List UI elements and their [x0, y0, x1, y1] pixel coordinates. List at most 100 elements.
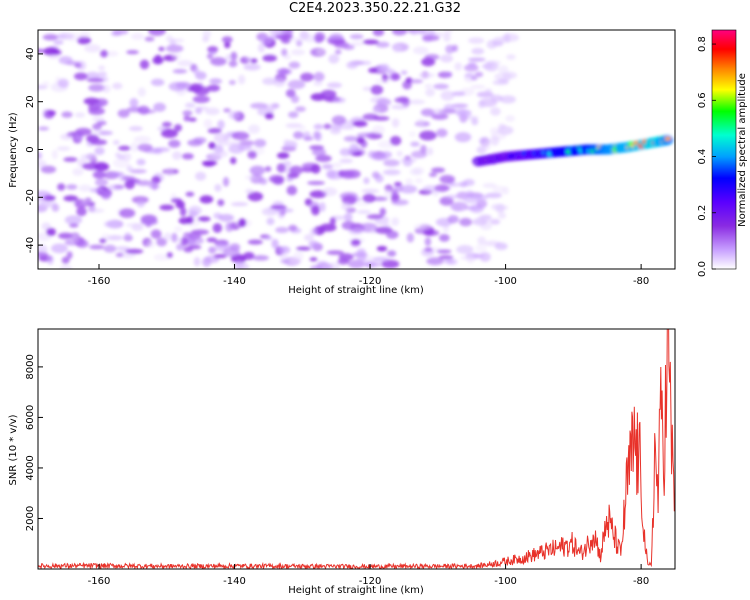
- heatmap-noise-blob: [440, 54, 454, 63]
- heatmap-noise-blob: [419, 130, 437, 141]
- heatmap-noise-blob: [50, 243, 68, 254]
- heatmap-noise-blob: [65, 32, 81, 42]
- heatmap-noise-blob: [492, 36, 506, 45]
- heatmap-noise-blob: [133, 135, 151, 144]
- heatmap-noise-blob: [207, 127, 222, 134]
- heatmap-noise-blob: [310, 264, 323, 269]
- heatmap-noise-blob: [400, 157, 417, 163]
- heatmap-noise-blob: [468, 57, 486, 62]
- heatmap-noise-blob: [254, 138, 267, 148]
- heatmap-noise-blob: [89, 244, 105, 250]
- heatmap-noise-blob: [387, 250, 397, 257]
- heatmap-noise-blob: [431, 167, 446, 173]
- heatmap-noise-blob: [474, 71, 484, 78]
- heatmap-noise-blob: [160, 129, 178, 138]
- top-ytick-label: -40: [25, 237, 36, 253]
- heatmap-noise-blob: [376, 98, 392, 106]
- heatmap-noise-blob: [399, 184, 418, 194]
- heatmap-noise-blob: [331, 162, 343, 168]
- snr-series-line: [38, 329, 675, 569]
- heatmap-noise-blob: [225, 54, 232, 61]
- heatmap-noise-blob: [438, 255, 454, 260]
- heatmap-noise-blob: [245, 57, 253, 62]
- heatmap-noise-blob: [380, 63, 390, 73]
- heatmap-noise-blob: [459, 217, 473, 227]
- heatmap-noise-blob: [125, 248, 144, 254]
- heatmap-noise-blob: [137, 87, 147, 97]
- heatmap-noise-blob: [309, 257, 318, 262]
- spectrogram-heatmap: [38, 30, 674, 269]
- heatmap-noise-blob: [329, 39, 346, 44]
- heatmap-noise-blob: [332, 97, 346, 103]
- heatmap-noise-blob: [112, 82, 123, 90]
- heatmap-noise-blob: [46, 227, 56, 237]
- heatmap-noise-blob: [281, 48, 288, 57]
- heatmap-noise-blob: [445, 44, 455, 54]
- heatmap-noise-blob: [223, 108, 231, 113]
- heatmap-noise-blob: [139, 59, 150, 70]
- heatmap-noise-blob: [115, 252, 124, 258]
- heatmap-noise-blob: [432, 190, 440, 197]
- heatmap-noise-blob: [366, 214, 384, 220]
- heatmap-noise-blob: [171, 38, 185, 43]
- heatmap-noise-blob: [145, 221, 152, 228]
- heatmap-noise-blob: [66, 184, 78, 190]
- colorbar-tick-label: 0.0: [697, 261, 708, 277]
- heatmap-noise-blob: [94, 178, 109, 187]
- heatmap-noise-blob: [471, 118, 479, 126]
- heatmap-noise-blob: [368, 67, 378, 74]
- heatmap-noise-blob: [424, 237, 432, 247]
- heatmap-noise-blob: [210, 150, 229, 158]
- colorbar: [712, 30, 736, 269]
- heatmap-noise-blob: [436, 249, 452, 254]
- heatmap-noise-blob: [165, 44, 184, 53]
- heatmap-noise-blob: [485, 192, 502, 199]
- heatmap-noise-blob: [296, 246, 311, 251]
- heatmap-noise-blob: [180, 236, 189, 247]
- heatmap-noise-blob: [166, 252, 173, 258]
- heatmap-noise-blob: [329, 262, 340, 269]
- heatmap-noise-blob: [168, 139, 181, 148]
- heatmap-noise-blob: [144, 36, 155, 42]
- heatmap-noise-blob: [193, 67, 200, 76]
- heatmap-noise-blob: [276, 163, 286, 173]
- heatmap-noise-blob: [302, 34, 318, 43]
- heatmap-noise-blob: [364, 262, 382, 268]
- colorbar-tick-label: 0.2: [697, 205, 708, 221]
- heatmap-noise-blob: [354, 201, 370, 207]
- heatmap-noise-blob: [135, 180, 153, 186]
- heatmap-noise-blob: [331, 115, 347, 125]
- heatmap-noise-blob: [148, 30, 166, 36]
- heatmap-noise-blob: [443, 32, 451, 43]
- heatmap-noise-blob: [191, 229, 209, 235]
- heatmap-noise-blob: [406, 232, 415, 243]
- bottom-xtick-label: -80: [633, 576, 649, 587]
- heatmap-noise-blob: [470, 76, 478, 81]
- heatmap-noise-blob: [328, 54, 340, 64]
- heatmap-noise-blob: [102, 84, 111, 94]
- heatmap-noise-blob: [100, 189, 112, 200]
- top-ytick-label: 20: [25, 95, 36, 108]
- heatmap-noise-blob: [99, 238, 107, 244]
- heatmap-noise-blob: [131, 196, 149, 204]
- heatmap-noise-blob: [320, 89, 337, 99]
- heatmap-noise-blob: [339, 158, 353, 164]
- heatmap-noise-blob: [99, 130, 113, 136]
- heatmap-noise-blob: [103, 220, 120, 228]
- heatmap-noise-blob: [171, 53, 182, 60]
- heatmap-noise-blob: [494, 242, 508, 251]
- heatmap-noise-blob: [174, 226, 183, 233]
- heatmap-noise-blob: [283, 54, 292, 60]
- heatmap-noise-blob: [128, 126, 143, 132]
- heatmap-noise-blob: [208, 142, 216, 150]
- heatmap-noise-blob: [322, 187, 338, 197]
- heatmap-noise-blob: [59, 264, 73, 269]
- heatmap-noise-blob: [471, 47, 485, 55]
- heatmap-noise-blob: [421, 57, 436, 67]
- heatmap-noise-blob: [349, 143, 360, 153]
- heatmap-noise-blob: [247, 150, 257, 159]
- heatmap-noise-blob: [53, 40, 64, 45]
- heatmap-noise-blob: [221, 36, 233, 43]
- heatmap-noise-blob: [450, 201, 468, 212]
- heatmap-noise-blob: [436, 128, 448, 138]
